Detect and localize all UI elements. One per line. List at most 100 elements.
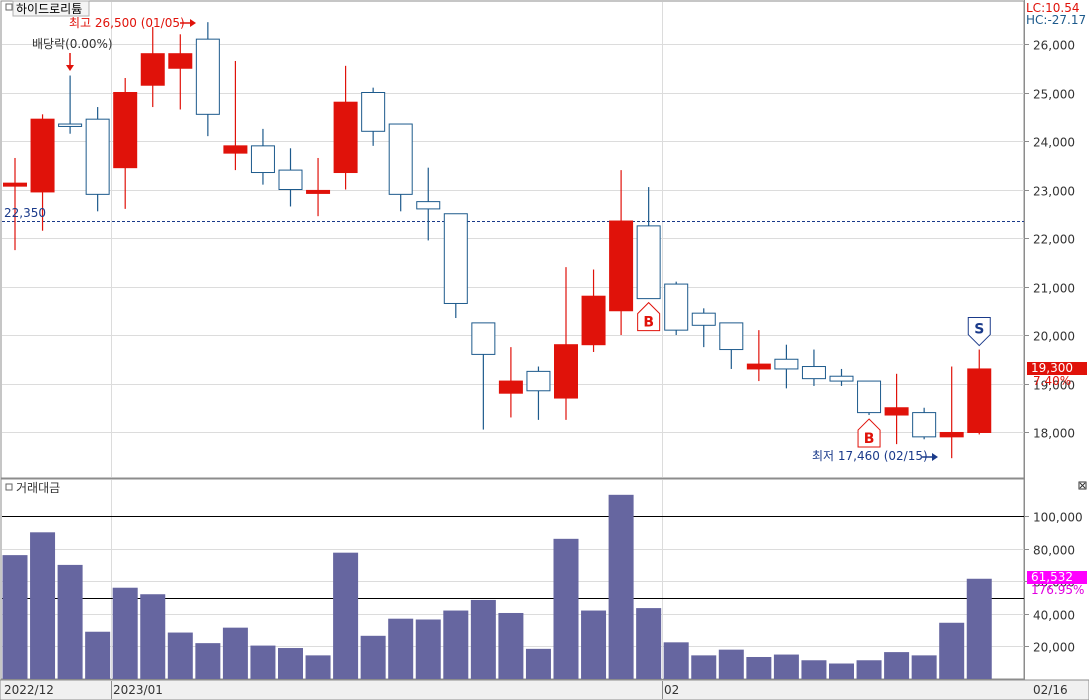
candle-body-down	[719, 322, 744, 351]
volume-bar[interactable]	[829, 663, 854, 679]
volume-bar[interactable]	[746, 656, 772, 679]
current-price-tag	[1027, 362, 1087, 375]
candle-body-up	[140, 53, 165, 86]
candle[interactable]	[857, 380, 882, 416]
candle-body-down	[526, 370, 551, 392]
candle[interactable]	[554, 267, 578, 420]
candle[interactable]	[691, 308, 716, 348]
trade-signals: B B S	[637, 301, 991, 448]
candle[interactable]	[912, 407, 937, 440]
volume-bar[interactable]	[911, 655, 937, 679]
candle[interactable]	[388, 123, 413, 212]
candle[interactable]	[113, 77, 138, 209]
buy-signal-marker[interactable]: B	[637, 301, 661, 332]
volume-bar[interactable]	[30, 532, 56, 679]
sell-signal-shape	[967, 317, 991, 347]
buy-signal-label: B	[864, 431, 875, 447]
volume-bar[interactable]	[140, 594, 166, 679]
volume-bar[interactable]	[856, 660, 882, 679]
volume-bar[interactable]	[278, 648, 303, 679]
candle[interactable]	[829, 368, 854, 386]
candle[interactable]	[361, 87, 386, 146]
volume-bar[interactable]	[85, 631, 111, 679]
candles	[3, 22, 992, 459]
candle[interactable]	[30, 114, 55, 231]
volume-bar[interactable]	[305, 655, 331, 679]
volume-bar[interactable]	[112, 587, 138, 679]
volume-bar[interactable]	[388, 618, 414, 679]
candle[interactable]	[416, 167, 441, 241]
volume-tick-label: 80,000	[1033, 544, 1075, 558]
volume-panel-title[interactable]: 거래대금	[16, 481, 60, 495]
volume-bar[interactable]	[525, 648, 551, 679]
candle[interactable]	[884, 373, 909, 445]
candle[interactable]	[223, 60, 248, 171]
candle[interactable]	[636, 187, 661, 300]
x-label-02-16: 02/16	[1033, 683, 1068, 697]
candle[interactable]	[746, 330, 771, 382]
buy-signal-marker[interactable]: B	[857, 418, 881, 448]
candle[interactable]	[664, 281, 689, 335]
volume-bar[interactable]	[608, 494, 634, 679]
candle[interactable]	[195, 22, 220, 137]
candle[interactable]	[719, 322, 744, 369]
volume-bar[interactable]	[222, 627, 248, 679]
volume-bar[interactable]	[57, 564, 83, 679]
candle-body-down	[443, 213, 468, 304]
price-panel-title[interactable]: 하이드로리튬	[16, 2, 82, 16]
candle[interactable]	[443, 213, 468, 319]
candle[interactable]	[471, 322, 496, 430]
candle[interactable]	[278, 148, 303, 207]
candle[interactable]	[801, 349, 826, 386]
volume-bar[interactable]	[939, 622, 965, 679]
volume-panel-toggle-icon[interactable]	[5, 483, 13, 491]
price-panel-toggle-icon[interactable]	[5, 3, 13, 11]
candle[interactable]	[168, 34, 193, 110]
volume-bar[interactable]	[718, 649, 744, 679]
volume-panel-close-icon-stroke	[1079, 482, 1086, 489]
candle-body-up	[3, 182, 27, 187]
candle[interactable]	[774, 344, 799, 389]
candle-body-down	[361, 92, 386, 132]
price-tick-label: 26,000	[1033, 39, 1075, 53]
volume-bar[interactable]	[360, 635, 386, 679]
candle[interactable]	[250, 128, 275, 185]
volume-bar[interactable]	[663, 642, 689, 679]
volume-bar[interactable]	[167, 632, 193, 679]
volume-bar[interactable]	[2, 555, 28, 679]
price-tick-label: 19,000	[1033, 379, 1075, 393]
candle[interactable]	[85, 107, 110, 212]
volume-bar[interactable]	[333, 552, 359, 679]
volume-bar[interactable]	[250, 645, 276, 679]
candle[interactable]	[140, 27, 165, 108]
price-tick-label: 25,000	[1033, 88, 1075, 102]
volume-bar[interactable]	[801, 660, 827, 679]
volume-bar[interactable]	[415, 619, 441, 679]
volume-bar[interactable]	[443, 610, 469, 679]
volume-bar[interactable]	[498, 612, 524, 679]
candle[interactable]	[498, 347, 523, 418]
candle-body-down	[857, 380, 882, 414]
candle[interactable]	[3, 157, 27, 251]
volume-bar[interactable]	[636, 608, 662, 679]
x-label-02: 02	[664, 683, 679, 697]
candle[interactable]	[526, 366, 551, 420]
candle[interactable]	[939, 366, 964, 459]
sell-signal-marker[interactable]: S	[967, 317, 991, 347]
candle[interactable]	[58, 75, 83, 134]
candle[interactable]	[967, 349, 992, 435]
price-tick-label: 20,000	[1033, 330, 1075, 344]
volume-bar[interactable]	[884, 652, 910, 679]
x-label-2023-01: 2023/01	[113, 683, 163, 697]
candle[interactable]	[581, 269, 606, 352]
volume-bar[interactable]	[691, 655, 717, 679]
volume-bar[interactable]	[195, 643, 221, 679]
candle[interactable]	[306, 157, 331, 217]
volume-bar[interactable]	[773, 654, 799, 679]
volume-bar[interactable]	[581, 610, 607, 679]
candle[interactable]	[609, 170, 634, 335]
candle[interactable]	[333, 65, 358, 190]
volume-bar[interactable]	[470, 599, 496, 679]
volume-bar[interactable]	[966, 578, 992, 679]
volume-bar[interactable]	[553, 538, 579, 679]
